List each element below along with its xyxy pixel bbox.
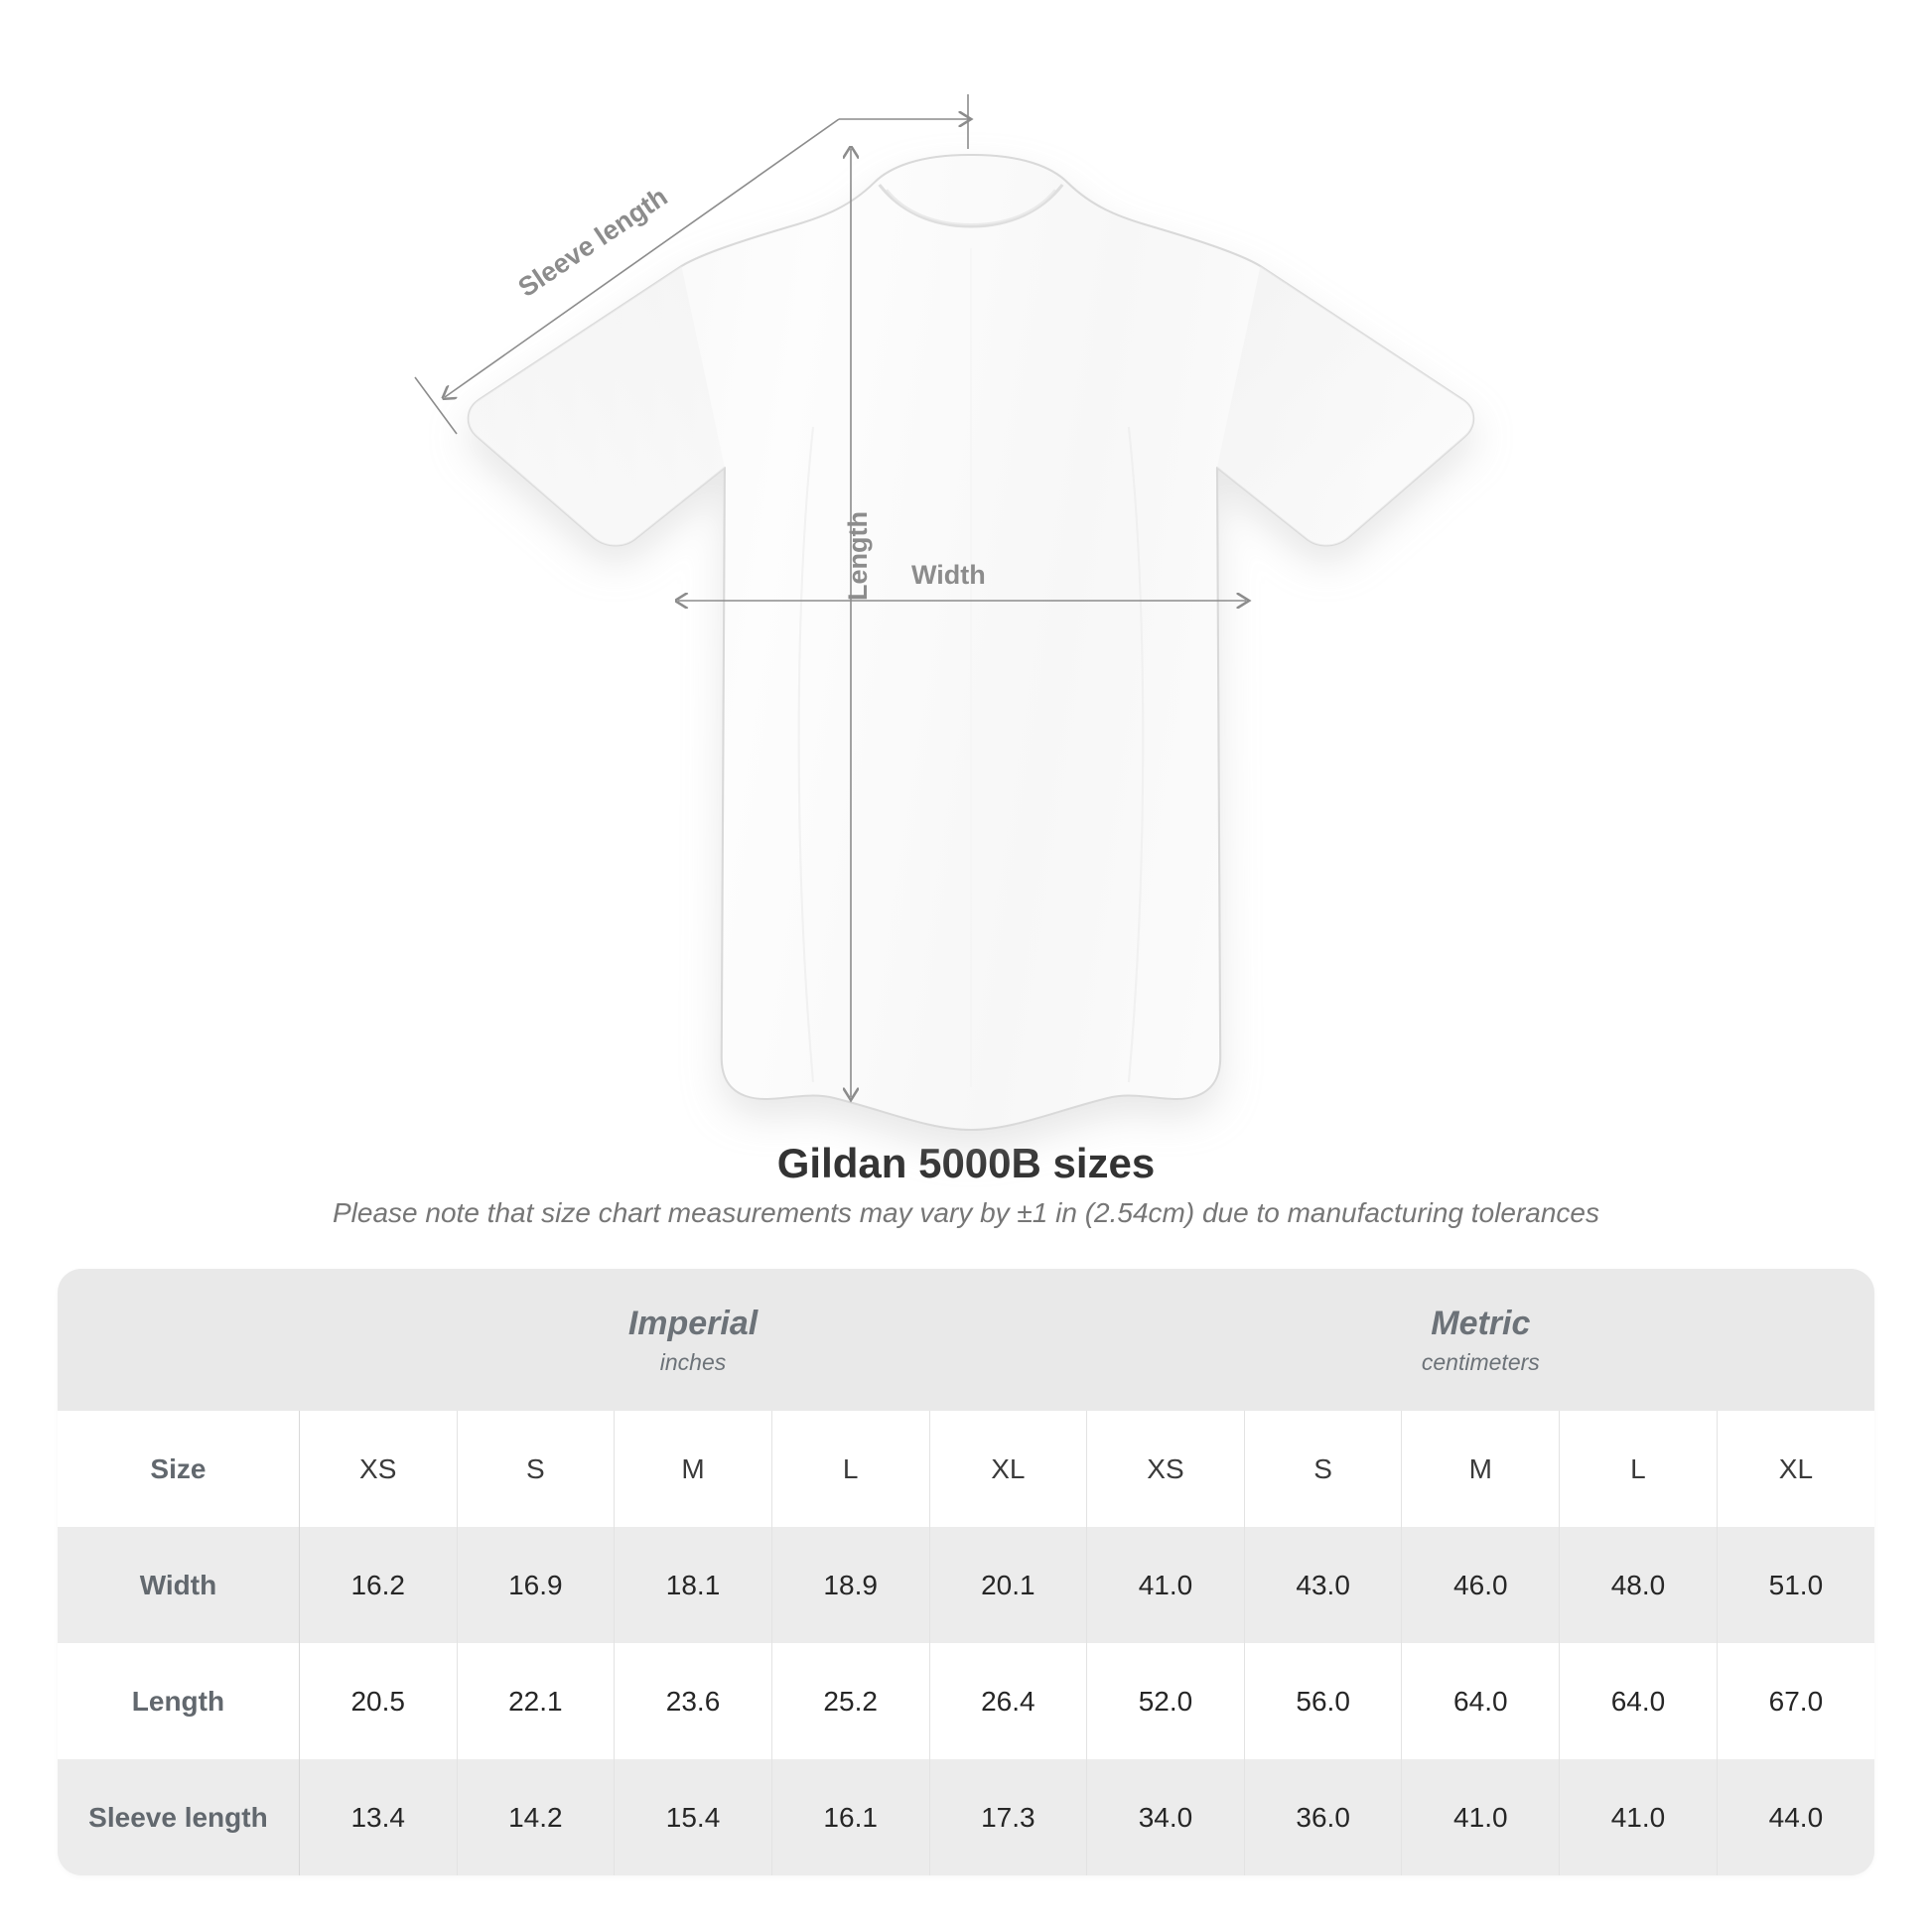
svg-text:Width: Width [911,560,986,590]
svg-text:Sleeve length: Sleeve length [513,182,673,303]
svg-text:Length: Length [843,511,873,601]
